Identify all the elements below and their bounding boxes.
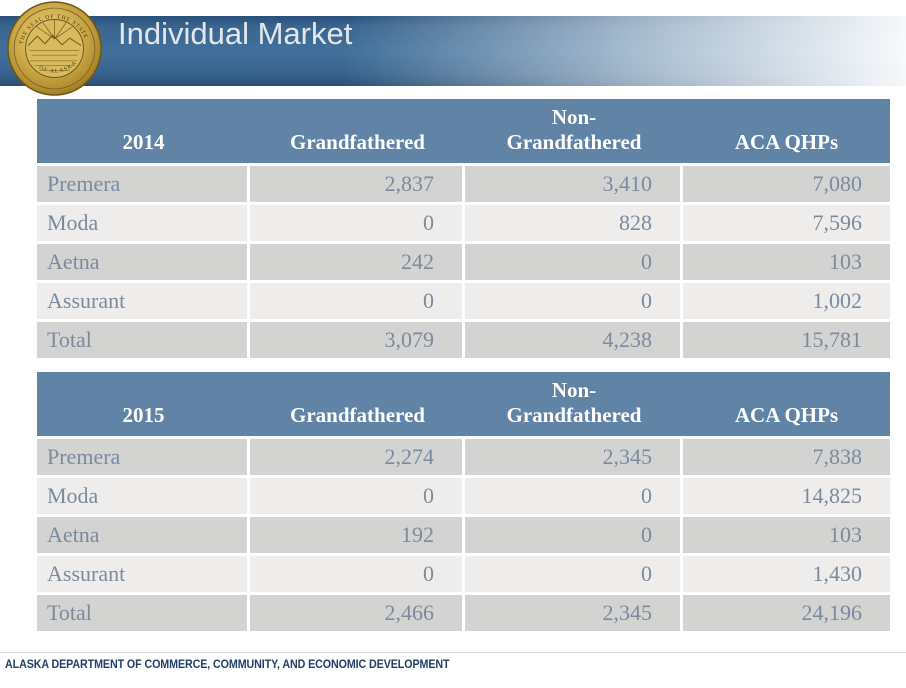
footer-department-text: ALASKA DEPARTMENT OF COMMERCE, COMMUNITY… — [5, 659, 450, 671]
value-cell: 828 — [465, 202, 683, 241]
value-cell: 2,345 — [465, 436, 683, 475]
column-header-grandfathered: Grandfathered — [250, 372, 465, 436]
total-value-cell: 4,238 — [465, 319, 683, 358]
footer-bar: ALASKA DEPARTMENT OF COMMERCE, COMMUNITY… — [0, 652, 906, 678]
seal-rays — [36, 20, 73, 40]
value-cell: 2,274 — [250, 436, 465, 475]
column-header-grandfathered: Grandfathered — [250, 99, 465, 163]
total-row-label: Total — [37, 319, 250, 358]
page-number: 7 — [889, 657, 897, 672]
column-header-non-grandfathered: Non-Grandfathered — [465, 372, 683, 436]
carrier-cell: Premera — [37, 436, 250, 475]
value-cell: 1,002 — [683, 280, 890, 319]
page-title: Individual Market — [118, 16, 353, 51]
total-value-cell: 2,466 — [250, 592, 465, 631]
total-value-cell: 15,781 — [683, 319, 890, 358]
column-header-non-grandfathered: Non-Grandfathered — [465, 99, 683, 163]
value-cell: 242 — [250, 241, 465, 280]
value-cell: 192 — [250, 514, 465, 553]
enrollment-table-2015: 2015 Grandfathered Non-Grandfathered ACA… — [37, 372, 890, 631]
carrier-cell: Moda — [37, 202, 250, 241]
enrollment-table-2014: 2014 Grandfathered Non-Grandfathered ACA… — [37, 99, 890, 358]
value-cell: 0 — [250, 202, 465, 241]
total-value-cell: 3,079 — [250, 319, 465, 358]
column-header-aca-qhps: ACA QHPs — [683, 99, 890, 163]
value-cell: 0 — [465, 553, 683, 592]
column-header-aca-qhps: ACA QHPs — [683, 372, 890, 436]
value-cell: 0 — [465, 280, 683, 319]
carrier-cell: Premera — [37, 163, 250, 202]
carrier-cell: Aetna — [37, 514, 250, 553]
value-cell: 0 — [465, 514, 683, 553]
carrier-cell: Assurant — [37, 280, 250, 319]
column-header-year: 2015 — [37, 372, 250, 436]
total-value-cell: 2,345 — [465, 592, 683, 631]
value-cell: 0 — [250, 553, 465, 592]
total-row-label: Total — [37, 592, 250, 631]
value-cell: 0 — [465, 241, 683, 280]
alaska-state-seal-icon: THE SEAL OF THE STATE OF ALASKA — [7, 1, 102, 96]
value-cell: 1,430 — [683, 553, 890, 592]
carrier-cell: Aetna — [37, 241, 250, 280]
title-bar — [0, 16, 906, 86]
value-cell: 103 — [683, 514, 890, 553]
value-cell: 0 — [465, 475, 683, 514]
value-cell: 0 — [250, 475, 465, 514]
carrier-cell: Moda — [37, 475, 250, 514]
value-cell: 103 — [683, 241, 890, 280]
seal-water-lines — [29, 50, 80, 71]
value-cell: 7,596 — [683, 202, 890, 241]
value-cell: 2,837 — [250, 163, 465, 202]
total-value-cell: 24,196 — [683, 592, 890, 631]
value-cell: 0 — [250, 280, 465, 319]
value-cell: 7,838 — [683, 436, 890, 475]
carrier-cell: Assurant — [37, 553, 250, 592]
value-cell: 7,080 — [683, 163, 890, 202]
value-cell: 3,410 — [465, 163, 683, 202]
column-header-year: 2014 — [37, 99, 250, 163]
value-cell: 14,825 — [683, 475, 890, 514]
seal-mountains — [27, 34, 82, 47]
